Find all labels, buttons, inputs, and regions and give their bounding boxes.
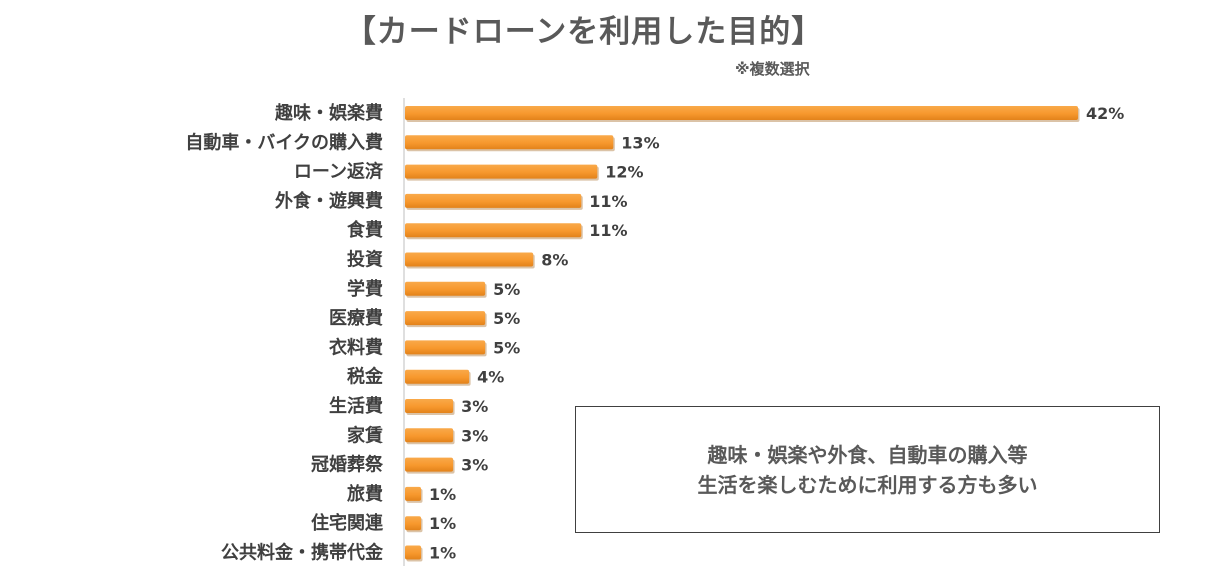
category-label: 趣味・娯楽費 [274,102,383,124]
note-box: 趣味・娯楽や外食、自動車の購入等 生活を楽しむために利用する方も多い [575,406,1160,533]
bar [405,545,422,560]
category-label: 医療費 [329,307,383,329]
data-label: 3% [461,456,488,475]
bar [405,164,598,179]
note-line-2: 生活を楽しむために利用する方も多い [697,472,1038,497]
data-label: 3% [461,426,488,445]
bar [405,281,486,296]
bar [405,340,486,355]
data-label: 13% [621,133,659,152]
data-label: 1% [429,485,456,504]
data-label: 11% [589,221,627,240]
category-label: 自動車・バイクの購入費 [185,131,383,153]
category-label: 公共料金・携帯代金 [221,542,384,564]
category-label: 税金 [347,366,384,388]
note-line-1: 趣味・娯楽や外食、自動車の購入等 [707,442,1028,467]
data-label: 1% [429,544,456,563]
bar [405,369,470,384]
data-label: 5% [493,309,520,328]
bar [405,223,582,238]
chart-title: 【カードローンを利用した目的】 [344,14,824,50]
category-label: ローン返済 [294,161,384,183]
bar [405,193,582,208]
data-label: 42% [1086,104,1124,123]
bar [405,486,422,501]
bar [405,428,454,443]
bars-layer: 趣味・娯楽費 42% 自動車・バイクの購入費 13% ローン返済 12% 外食・遊興費 11%… [185,102,1124,564]
bar [405,399,454,413]
category-label: 食費 [346,219,383,241]
category-label: 冠婚葬祭 [311,454,384,476]
category-label: 外食・遊興費 [275,190,383,212]
category-label: 学費 [347,278,383,300]
data-label: 8% [541,251,568,270]
bar [405,135,614,150]
bar [405,457,454,472]
data-label: 5% [493,338,520,357]
category-label: 生活費 [329,395,383,417]
category-label: 旅費 [347,483,383,505]
category-label: 衣料費 [329,336,383,358]
data-label: 1% [429,514,456,533]
bar [405,516,422,531]
data-label: 12% [605,163,643,182]
chart-subtitle: ※複数選択 [735,60,810,78]
bar [405,311,486,326]
category-label: 家賃 [347,424,383,446]
data-label: 11% [589,192,627,211]
data-label: 5% [493,280,520,299]
bar [405,252,534,267]
data-label: 4% [477,368,504,387]
category-label: 住宅関連 [311,512,384,534]
category-label: 投資 [347,249,383,271]
data-label: 3% [461,397,488,416]
bar [405,106,1078,120]
